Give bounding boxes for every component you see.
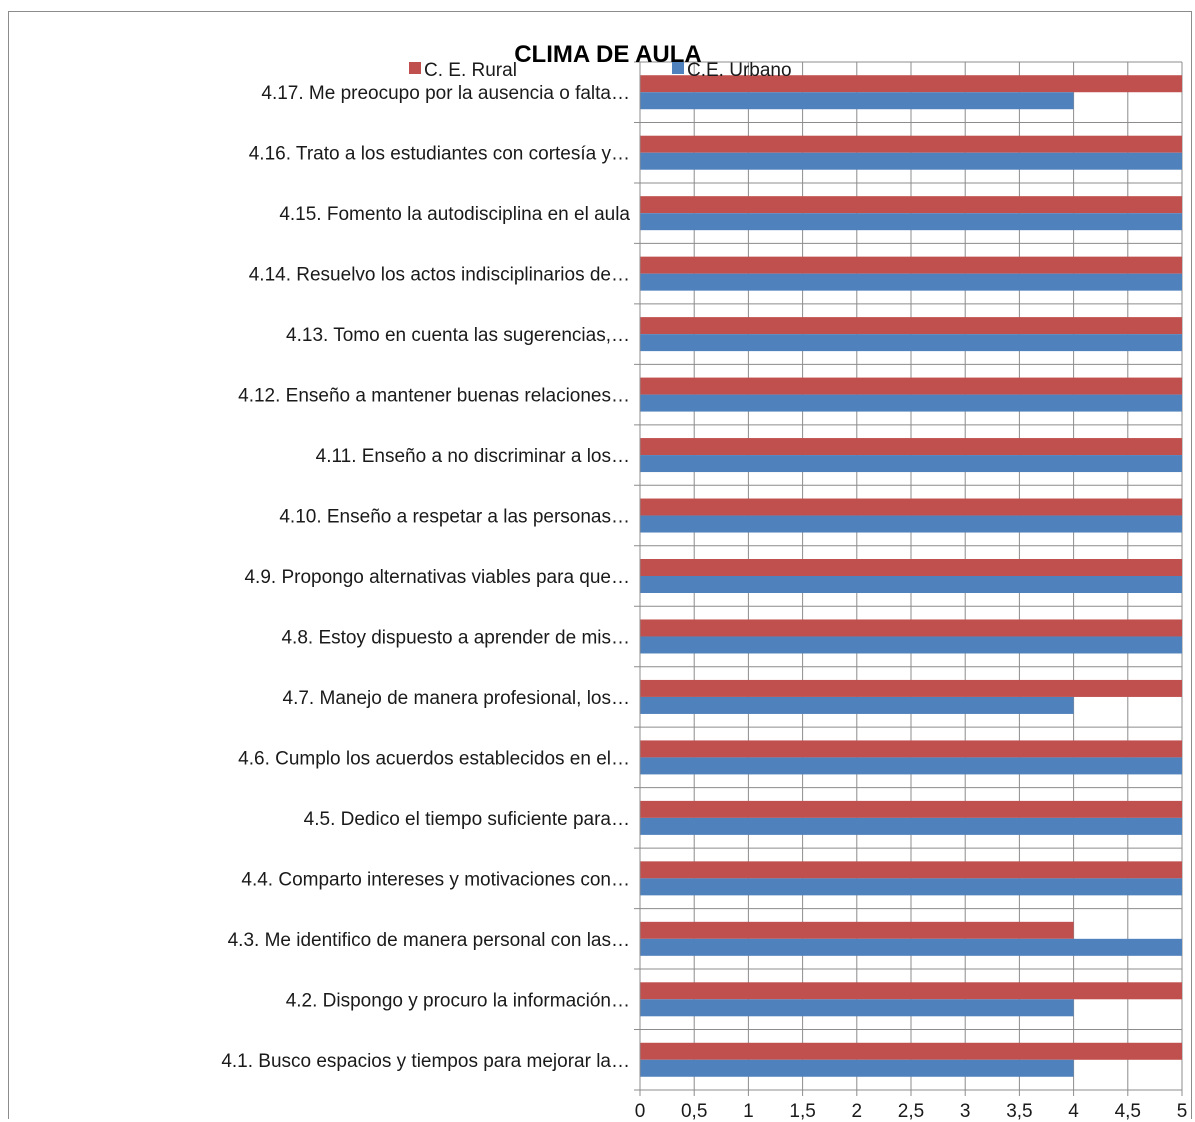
bar-urbano xyxy=(640,213,1182,231)
bar-urbano xyxy=(640,515,1182,533)
bar-rural xyxy=(640,982,1182,1000)
bar-rural xyxy=(640,740,1182,758)
bar-rural xyxy=(640,1042,1182,1060)
tick-labels: 0 0,5 1 1,5 2 2,5 3 3,5 4 4,5 5 xyxy=(635,1101,1188,1122)
category-label: 4.15. Fomento la autodisciplina en el au… xyxy=(279,204,630,225)
x-tick-label: 0,5 xyxy=(681,1101,707,1122)
legend-label-rural: C. E. Rural xyxy=(424,60,517,81)
x-tick-label: 3,5 xyxy=(1006,1101,1032,1122)
legend-swatch-rural xyxy=(409,62,421,74)
bar-rural xyxy=(640,861,1182,879)
bar-rural xyxy=(640,317,1182,335)
legend-label-urbano: C.E. Urbano xyxy=(687,60,792,81)
category-label: 4.14. Resuelvo los actos indisciplinario… xyxy=(249,265,630,286)
bar-rural xyxy=(640,438,1182,456)
category-label: 4.3. Me identifico de manera personal co… xyxy=(228,930,630,951)
category-label: 4.4. Comparto intereses y motivaciones c… xyxy=(241,869,630,890)
x-tick-label: 3 xyxy=(960,1101,971,1122)
bar-urbano xyxy=(640,455,1182,473)
category-label: 4.12. Enseño a mantener buenas relacione… xyxy=(238,386,630,407)
bar-urbano xyxy=(640,878,1182,896)
bar-urbano xyxy=(640,394,1182,412)
category-label: 4.11. Enseño a no discriminar a los… xyxy=(316,446,630,467)
category-label: 4.7. Manejo de manera profesional, los… xyxy=(283,688,630,709)
category-label: 4.8. Estoy dispuesto a aprender de mis… xyxy=(281,627,630,648)
bar-urbano xyxy=(640,817,1182,835)
bar-rural xyxy=(640,196,1182,214)
bar-urbano xyxy=(640,1059,1074,1077)
bar-rural xyxy=(640,256,1182,274)
x-tick-label: 0 xyxy=(635,1101,646,1122)
x-tick-label: 2,5 xyxy=(898,1101,924,1122)
bar-urbano xyxy=(640,999,1074,1017)
category-label: 4.6. Cumplo los acuerdos establecidos en… xyxy=(238,748,630,769)
category-label: 4.17. Me preocupo por la ausencia o falt… xyxy=(261,83,630,104)
bar-rural xyxy=(640,377,1182,395)
bar-rural xyxy=(640,800,1182,818)
category-labels: 4.17. Me preocupo por la ausencia o falt… xyxy=(221,83,630,1072)
bar-rural xyxy=(640,679,1182,697)
bar-urbano xyxy=(640,576,1182,593)
category-label: 4.9. Propongo alternativas viables para … xyxy=(244,567,630,588)
bar-urbano xyxy=(640,636,1182,654)
bar-urbano xyxy=(640,273,1182,291)
x-tick-label: 1 xyxy=(743,1101,754,1122)
x-tick-label: 1,5 xyxy=(789,1101,815,1122)
legend: C. E. Rural C.E. Urbano xyxy=(409,60,792,81)
bar-urbano xyxy=(640,696,1074,714)
category-label: 4.1. Busco espacios y tiempos para mejor… xyxy=(221,1051,630,1072)
bar-rural xyxy=(640,75,1182,93)
chart-title: CLIMA DE AULA xyxy=(514,41,702,68)
bar-rural xyxy=(640,498,1182,516)
category-label: 4.10. Enseño a respetar a las personas… xyxy=(279,507,630,528)
category-label: 4.5. Dedico el tiempo suficiente para… xyxy=(304,809,630,830)
chart-frame xyxy=(8,11,1192,1119)
bar-group xyxy=(640,75,1182,1077)
x-tick-label: 4,5 xyxy=(1115,1101,1141,1122)
bar-rural xyxy=(640,619,1182,637)
x-tick-label: 4 xyxy=(1068,1101,1079,1122)
bar-rural xyxy=(640,559,1182,576)
bar-urbano xyxy=(640,938,1182,956)
category-label: 4.13. Tomo en cuenta las sugerencias,… xyxy=(286,325,630,346)
bar-urbano xyxy=(640,757,1182,775)
bar-urbano xyxy=(640,92,1074,110)
bar-urbano xyxy=(640,152,1182,170)
category-label: 4.2. Dispongo y procuro la información… xyxy=(286,990,630,1011)
grid-lines xyxy=(634,61,1183,1096)
legend-swatch-urbano xyxy=(672,62,684,74)
bar-urbano xyxy=(640,334,1182,352)
x-tick-label: 2 xyxy=(852,1101,863,1122)
category-label: 4.16. Trato a los estudiantes con cortes… xyxy=(249,144,630,165)
x-tick-label: 5 xyxy=(1177,1101,1188,1122)
bar-rural xyxy=(640,921,1074,939)
bar-rural xyxy=(640,135,1182,153)
